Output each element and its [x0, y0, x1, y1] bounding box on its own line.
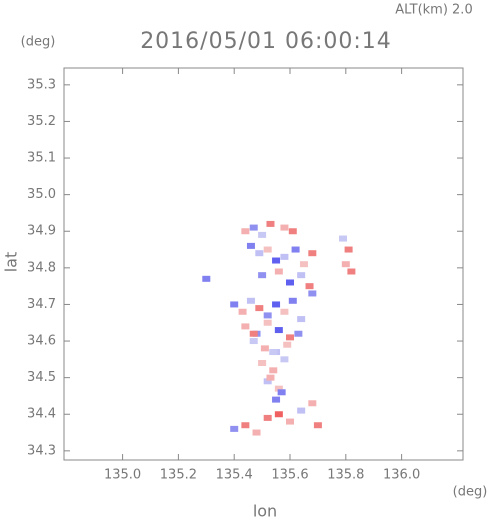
data-cell: [263, 319, 272, 326]
plot-frame: [63, 67, 464, 461]
data-cell: [299, 261, 308, 268]
data-cell: [266, 374, 275, 381]
data-cell: [230, 301, 239, 308]
data-cell: [297, 272, 306, 279]
data-cell: [280, 224, 289, 231]
y-tick-label: 34.7: [27, 297, 56, 312]
data-cell: [258, 360, 267, 367]
data-cell: [252, 429, 261, 436]
y-tick-label: 34.4: [27, 407, 56, 422]
x-tick-label: 135.8: [327, 468, 364, 483]
y-tick-label: 35.0: [27, 187, 56, 202]
x-tick-label: 135.0: [104, 468, 141, 483]
data-cell: [347, 268, 356, 275]
chart-subtitle: ALT(km) 2.0: [395, 3, 472, 18]
data-cell: [258, 231, 267, 238]
y-tick-label: 34.6: [27, 334, 56, 349]
data-cell: [269, 349, 278, 356]
data-cell: [258, 272, 267, 279]
data-cell: [230, 425, 239, 432]
data-cell: [241, 422, 250, 429]
x-tick-label: 135.4: [216, 468, 253, 483]
data-cell: [249, 224, 258, 231]
data-cell: [288, 228, 297, 235]
data-cell: [308, 400, 317, 407]
y-tick-label: 35.1: [27, 151, 56, 166]
data-cell: [263, 246, 272, 253]
y-unit: (deg): [21, 35, 56, 50]
data-cell: [297, 407, 306, 414]
data-cell: [291, 246, 300, 253]
data-cell: [263, 414, 272, 421]
data-cell: [341, 261, 350, 268]
data-cell: [260, 345, 269, 352]
data-cell: [249, 338, 258, 345]
data-cell: [266, 220, 275, 227]
data-cell: [274, 385, 283, 392]
data-cell: [274, 411, 283, 418]
data-cell: [241, 323, 250, 330]
chart-title: 2016/05/01 06:00:14: [140, 29, 392, 54]
data-cell: [288, 297, 297, 304]
y-tick-label: 34.8: [27, 260, 56, 275]
data-cell: [202, 275, 211, 282]
data-cell: [263, 312, 272, 319]
data-cell: [255, 305, 264, 312]
y-tick-label: 35.2: [27, 114, 56, 129]
data-cell: [344, 246, 353, 253]
data-cell: [297, 316, 306, 323]
data-cell: [286, 418, 295, 425]
data-cell: [339, 235, 348, 242]
data-cell: [308, 250, 317, 257]
data-cell: [313, 422, 322, 429]
data-cell: [286, 279, 295, 286]
data-cell: [294, 330, 303, 337]
data-cell: [255, 250, 264, 257]
data-cell: [286, 334, 295, 341]
data-cell: [280, 356, 289, 363]
data-cell: [272, 257, 281, 264]
data-cell: [305, 283, 314, 290]
data-cell: [269, 367, 278, 374]
y-tick-label: 34.9: [27, 224, 56, 239]
data-cell: [283, 341, 292, 348]
data-cell: [277, 389, 286, 396]
data-cell: [274, 327, 283, 334]
data-cell: [272, 396, 281, 403]
x-tick-label: 136.0: [383, 468, 420, 483]
y-tick-label: 34.5: [27, 370, 56, 385]
data-cell: [246, 297, 255, 304]
data-cell: [238, 308, 247, 315]
y-tick-label: 35.3: [27, 77, 56, 92]
y-axis-label: lat: [2, 252, 21, 273]
data-cell: [246, 242, 255, 249]
x-tick-label: 135.6: [271, 468, 308, 483]
data-cell: [241, 228, 250, 235]
y-tick-label: 34.3: [27, 443, 56, 458]
data-cell: [272, 301, 281, 308]
data-cell: [280, 308, 289, 315]
data-cell: [274, 268, 283, 275]
data-cell: [308, 290, 317, 297]
data-cell: [263, 378, 272, 385]
x-unit: (deg): [453, 485, 488, 500]
x-axis-label: lon: [253, 502, 277, 521]
data-cell: [249, 330, 258, 337]
data-cell: [280, 253, 289, 260]
x-tick-label: 135.2: [160, 468, 197, 483]
